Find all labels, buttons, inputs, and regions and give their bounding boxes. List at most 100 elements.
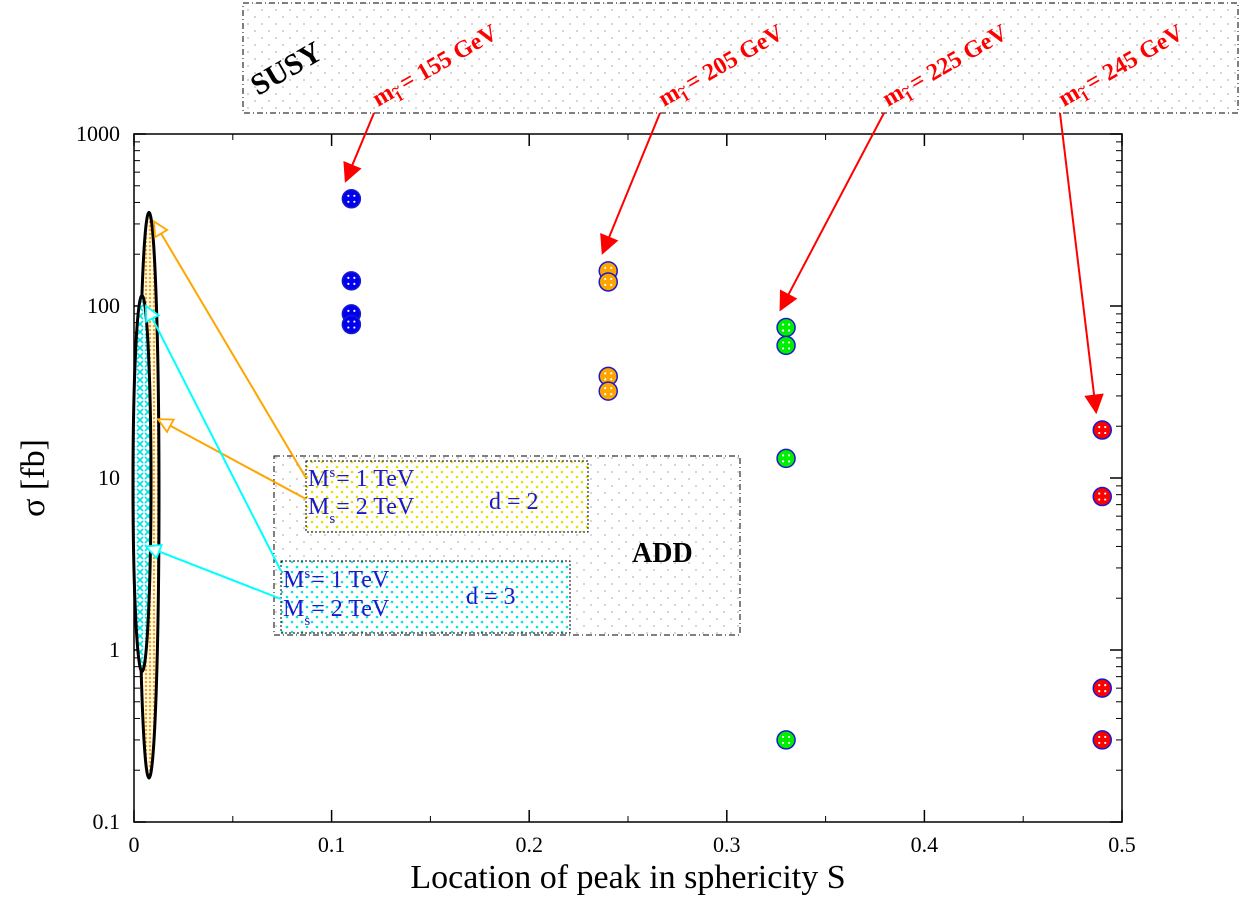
data-point-dot (347, 276, 350, 279)
y-tick-label: 0.1 (93, 809, 121, 834)
data-point-dot (353, 326, 356, 329)
data-point-dot (1104, 735, 1107, 739)
data-point-dot (1104, 492, 1107, 495)
data-point-dot (1104, 498, 1107, 501)
data-point-dot (787, 741, 791, 745)
data-point-dot (610, 393, 613, 396)
data-point (341, 271, 362, 291)
data-point-dot (604, 372, 607, 375)
data-point (1092, 486, 1112, 507)
x-tick-label: 0.5 (1108, 832, 1136, 857)
data-point-dot (347, 200, 350, 203)
legend-d3-ms1: Ms= 1 TeV (283, 566, 390, 593)
data-point-dot (604, 393, 607, 396)
y-tick-label: 1000 (76, 121, 120, 146)
data-point-dot (781, 735, 785, 739)
add-ellipses (131, 210, 161, 780)
axes: 0 0.1 0.2 0.3 0.4 0.5 0.1 1 10 100 1000 (76, 121, 1136, 857)
x-tick-label: 0.4 (911, 832, 939, 857)
data-point (598, 381, 618, 401)
data-points (341, 189, 1112, 750)
legend-d2: Ms= 1 TeV Ms= 2 TeV d = 2 (305, 460, 589, 533)
data-point-dot (787, 347, 791, 350)
legend-d3-label: d = 3 (466, 584, 516, 610)
legend-d2-ms1-value: = 1 TeV (336, 466, 415, 492)
data-point-dot (347, 282, 350, 285)
legend-d2-box (305, 460, 589, 533)
data-point-dot (604, 283, 607, 287)
susy-arrow (608, 112, 661, 238)
data-point-dot (1098, 684, 1101, 687)
data-point-dot (787, 460, 791, 463)
data-point-dot (1104, 690, 1107, 693)
legend-d2-ms1: Ms= 1 TeV (308, 465, 415, 492)
data-point-dot (781, 741, 785, 745)
data-point-dot (1098, 425, 1101, 429)
x-tick-label: 0.2 (515, 832, 543, 857)
data-point-dot (604, 277, 607, 281)
data-point-dot (781, 341, 785, 344)
y-tick-label: 1 (109, 637, 120, 662)
data-point (776, 448, 796, 469)
legend-d3-box (280, 560, 571, 634)
y-tick-label: 100 (87, 293, 120, 318)
data-point-dot (1098, 498, 1101, 501)
data-point-dot (347, 194, 350, 197)
data-point-dot (1104, 684, 1107, 687)
data-point-dot (353, 320, 356, 323)
add-d3-ellipse (131, 294, 153, 673)
x-tick-label: 0.1 (318, 832, 346, 857)
data-point-dot (610, 378, 613, 381)
data-point (1092, 678, 1112, 698)
data-point-dot (1104, 431, 1107, 435)
data-point (776, 317, 796, 338)
susy-region: SUSY (242, 2, 1239, 114)
data-point-dot (1104, 741, 1107, 745)
data-point (341, 189, 362, 209)
susy-arrow-head (1084, 393, 1104, 415)
y-tick-label: 10 (98, 465, 120, 490)
susy-region-box (242, 2, 1239, 114)
legend-d2-ms1-sup: s (329, 465, 335, 481)
add-arrow (145, 545, 282, 600)
data-point-dot (353, 194, 356, 197)
data-point (598, 272, 618, 292)
susy-arrow-head (600, 233, 619, 255)
data-point-dot (347, 309, 350, 312)
susy-arrow (1059, 112, 1096, 396)
data-point-dot (1098, 741, 1101, 745)
data-point-dot (604, 266, 607, 269)
data-point-dot (353, 309, 356, 312)
add-region-label: ADD (632, 538, 693, 569)
data-point-dot (353, 282, 356, 285)
data-point-dot (1098, 431, 1101, 435)
susy-arrow (351, 112, 375, 166)
data-point-dot (610, 266, 613, 269)
data-point (1092, 420, 1112, 440)
x-axis-label: Location of peak in sphericity S (410, 859, 845, 896)
data-point-dot (781, 460, 785, 463)
data-point-dot (781, 454, 785, 457)
data-point-dot (353, 200, 356, 203)
data-point-dot (787, 329, 791, 332)
data-point-dot (610, 372, 613, 375)
data-point (776, 335, 796, 356)
legend-d2-ms2-sub: s (329, 511, 335, 527)
data-point-dot (781, 347, 785, 350)
add-arrow (145, 305, 282, 572)
data-point-dot (1098, 735, 1101, 739)
data-point-dot (781, 329, 785, 332)
data-point-dot (1098, 690, 1101, 693)
data-point-dot (1104, 425, 1107, 429)
x-tick-label: 0.3 (713, 832, 741, 857)
legend-d3-ms1-value: = 1 TeV (311, 567, 390, 593)
data-point-dot (610, 283, 613, 287)
data-point-dot (787, 735, 791, 739)
data-point-dot (347, 326, 350, 329)
legend-d3-ms2-sub: s (304, 613, 310, 629)
data-point-dot (1098, 492, 1101, 495)
add-arrow-head (144, 543, 163, 560)
data-point-dot (604, 378, 607, 381)
data-point-dot (610, 387, 613, 390)
